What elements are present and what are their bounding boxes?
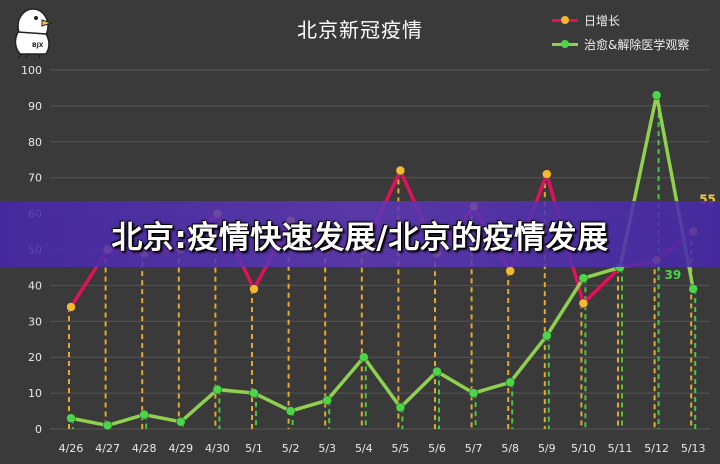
- point-recovered: [688, 284, 698, 294]
- y-axis-ticks: 0102030405060708090100: [21, 64, 42, 436]
- x-tick-label: 5/4: [355, 442, 373, 455]
- x-tick-label: 5/7: [465, 442, 483, 455]
- y-tick-label: 90: [28, 100, 42, 113]
- y-tick-label: 0: [35, 423, 42, 436]
- legend-swatch-recovered: [552, 39, 578, 49]
- logo-text: BJX: [32, 42, 44, 49]
- x-tick-label: 5/11: [608, 442, 633, 455]
- x-tick-label: 5/13: [681, 442, 706, 455]
- point-daily: [542, 169, 552, 179]
- point-recovered: [651, 90, 662, 100]
- data-label: 39: [664, 268, 681, 282]
- point-recovered: [212, 384, 223, 395]
- point-daily: [505, 266, 515, 276]
- point-recovered: [578, 273, 589, 283]
- x-tick-label: 5/2: [282, 442, 300, 455]
- x-tick-label: 4/26: [59, 442, 84, 455]
- logo: BJX: [6, 4, 56, 59]
- legend-label-recovered: 治愈&解除医学观察: [584, 37, 690, 52]
- point-recovered: [176, 417, 186, 427]
- x-tick-label: 5/3: [318, 442, 336, 455]
- x-tick-label: 5/1: [245, 442, 263, 455]
- point-daily: [578, 298, 589, 309]
- point-recovered: [285, 406, 296, 416]
- title-banner: 北京:疫情快速发展/北京的疫情发展: [0, 201, 720, 267]
- point-recovered: [102, 420, 113, 431]
- point-daily: [395, 165, 406, 176]
- legend-swatch-daily: [552, 15, 578, 25]
- legend-label-daily: 日增长: [584, 13, 621, 28]
- point-recovered: [468, 388, 479, 398]
- x-tick-label: 5/12: [644, 442, 669, 455]
- point-recovered: [432, 366, 442, 377]
- point-daily: [249, 284, 259, 294]
- y-tick-label: 80: [28, 136, 42, 149]
- point-recovered: [249, 388, 259, 398]
- point-recovered: [139, 409, 149, 420]
- y-tick-label: 10: [28, 387, 42, 400]
- legend: 日增长 治愈&解除医学观察: [552, 8, 689, 56]
- y-tick-label: 70: [28, 172, 42, 185]
- x-tick-label: 4/29: [168, 442, 193, 455]
- point-recovered: [359, 352, 369, 362]
- point-recovered: [505, 377, 515, 388]
- bird-logo-icon: [14, 8, 53, 59]
- x-tick-label: 4/27: [95, 442, 120, 455]
- point-daily: [66, 302, 76, 312]
- x-tick-label: 4/30: [205, 442, 230, 455]
- series-line-recovered: [70, 93, 695, 428]
- x-tick-label: 5/9: [538, 442, 556, 455]
- x-tick-label: 5/5: [392, 442, 410, 455]
- legend-item-daily: 日增长: [552, 8, 689, 32]
- x-tick-label: 5/10: [571, 442, 596, 455]
- x-axis-ticks: 4/26 4/27 4/28 4/29 4/30 5/1 5/2 5/3 5/4 5/5 5/6 5/…: [59, 442, 706, 455]
- legend-item-recovered: 治愈&解除医学观察: [552, 32, 689, 56]
- y-tick-label: 100: [21, 64, 42, 77]
- y-tick-label: 20: [28, 351, 42, 364]
- point-recovered: [322, 395, 332, 406]
- chart-title: 北京新冠疫情: [297, 18, 423, 42]
- y-tick-label: 40: [28, 279, 42, 292]
- point-recovered: [66, 413, 76, 423]
- y-tick-label: 30: [28, 315, 42, 328]
- point-recovered: [395, 402, 406, 413]
- x-tick-label: 5/6: [428, 442, 446, 455]
- x-tick-label: 5/8: [501, 442, 519, 455]
- point-recovered: [542, 330, 552, 341]
- banner-text: 北京:疫情快速发展/北京的疫情发展: [111, 219, 609, 256]
- x-tick-label: 4/28: [132, 442, 157, 455]
